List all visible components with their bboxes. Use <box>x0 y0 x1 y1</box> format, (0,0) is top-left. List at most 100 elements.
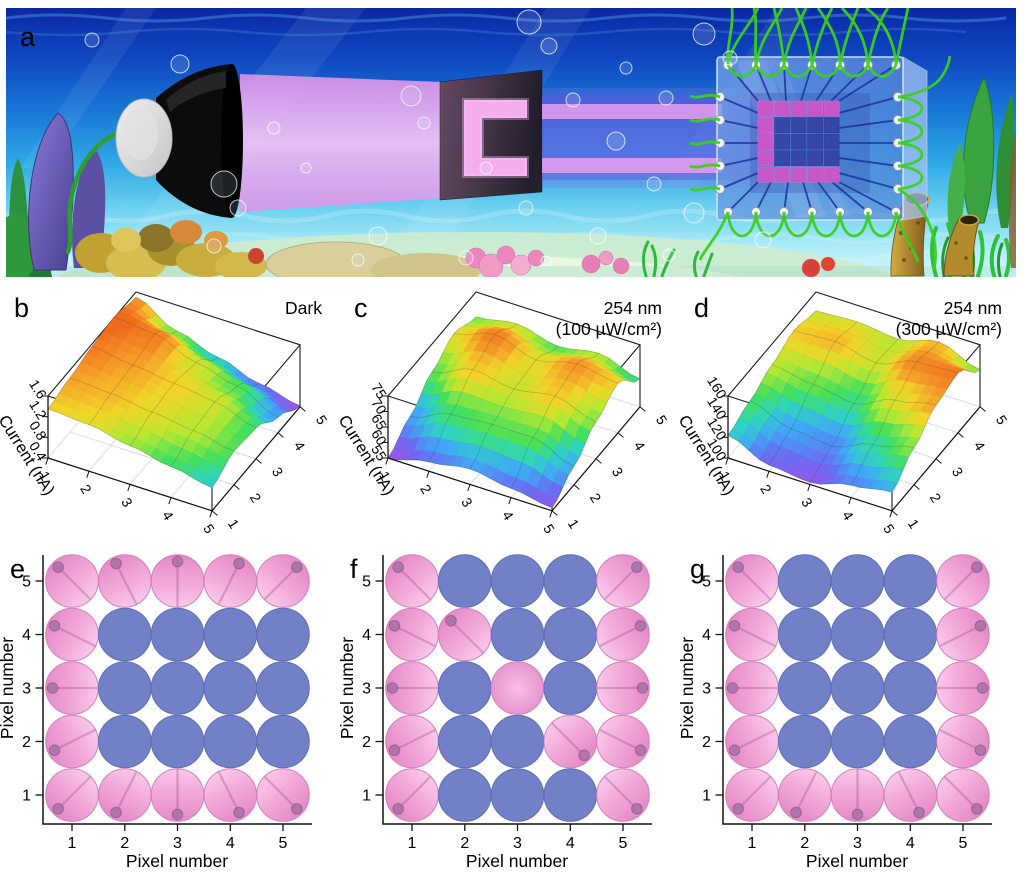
green-wires <box>689 8 952 271</box>
cone-apex-dot <box>634 620 647 632</box>
svg-text:0.8: 0.8 <box>26 418 50 443</box>
surface <box>387 316 641 509</box>
pixel-on-cone <box>596 607 650 662</box>
cone-apex-dot <box>291 561 303 573</box>
cone-apex-dot <box>790 806 802 819</box>
cone-apex-dot <box>732 561 744 573</box>
pixel-off <box>790 133 807 150</box>
pixel-on-cone <box>596 714 650 769</box>
cone-apex-dot <box>851 808 864 821</box>
bubble <box>84 32 100 48</box>
svg-text:5: 5 <box>619 835 628 852</box>
pixel-map-letter-u: 5 4 3 2 1 1 2 3 4 5 Pixel number Pixel number <box>680 554 992 871</box>
pixel-off <box>98 607 152 662</box>
pixel-off <box>543 554 598 608</box>
pixel-off <box>150 661 205 715</box>
svg-text:3: 3 <box>173 835 182 852</box>
bubble <box>683 202 705 224</box>
bubble <box>417 116 431 130</box>
svg-text:1: 1 <box>408 835 417 852</box>
bubble <box>300 162 312 174</box>
pixel-off <box>203 714 258 769</box>
tick-labels: 5 4 3 2 1 1 2 3 4 5 <box>702 574 967 853</box>
pixel-off <box>823 117 840 133</box>
cone-apex-dot <box>634 744 647 756</box>
svg-text:2: 2 <box>800 835 809 852</box>
bubble <box>692 22 716 46</box>
svg-text:4: 4 <box>906 835 915 852</box>
x-axis-label: Pixel number <box>126 851 228 871</box>
axes <box>42 395 306 518</box>
cone-apex-dot <box>48 744 61 756</box>
pixel-off <box>830 554 885 608</box>
cone-apex-dot <box>52 561 64 573</box>
svg-text:5: 5 <box>362 574 371 591</box>
svg-text:160: 160 <box>704 373 730 401</box>
surface <box>727 310 981 493</box>
panel-label-c: c <box>354 293 368 323</box>
pixel-on <box>823 166 840 183</box>
svg-text:70: 70 <box>368 395 390 417</box>
svg-text:75: 75 <box>368 380 390 402</box>
surface-mesh <box>47 296 301 488</box>
pixel-off <box>807 133 823 150</box>
svg-text:2: 2 <box>22 734 31 751</box>
pixel-on <box>757 100 774 117</box>
bubble <box>479 161 493 175</box>
pixel-on <box>757 166 774 183</box>
bubble <box>646 176 662 192</box>
bubble <box>516 9 542 35</box>
pixel-off <box>778 607 832 662</box>
svg-text:1: 1 <box>362 788 371 805</box>
cone-apex-dot <box>291 803 303 815</box>
condition-annotation: 254 nm <box>944 298 1002 318</box>
svg-text:1: 1 <box>68 835 77 852</box>
bubble <box>210 170 238 198</box>
pixel-off <box>150 607 205 662</box>
cone-apex-dot <box>171 555 184 568</box>
svg-text:55: 55 <box>368 442 390 464</box>
panel-label-e: e <box>10 554 26 584</box>
pixel-off <box>438 554 492 608</box>
bubble <box>229 199 247 217</box>
pixel-off <box>778 554 832 608</box>
pixel-off <box>790 117 807 133</box>
cone-apex-dot <box>445 615 457 627</box>
pixel-off <box>203 661 258 715</box>
svg-text:4: 4 <box>839 508 857 523</box>
pixel-on-cone <box>936 714 990 769</box>
pixel-off <box>438 768 492 822</box>
svg-text:3: 3 <box>702 681 711 698</box>
svg-text:3: 3 <box>458 495 476 510</box>
pixel-off <box>807 150 823 166</box>
cone-apex-dot <box>974 744 987 756</box>
pixel-off <box>823 150 840 166</box>
chip-traces <box>719 64 899 213</box>
pixel-on <box>774 166 790 183</box>
svg-text:1.2: 1.2 <box>26 397 50 422</box>
pixel-off <box>883 714 938 769</box>
pixel-off <box>883 607 938 662</box>
condition-annotation: Dark <box>285 298 322 318</box>
pixel-off <box>830 607 885 662</box>
cone-apex-dot <box>913 806 925 819</box>
cone-apex-dot <box>636 682 649 694</box>
svg-text:1.6: 1.6 <box>26 377 50 402</box>
svg-text:5: 5 <box>279 835 288 852</box>
svg-text:2: 2 <box>417 482 435 497</box>
surface <box>47 296 301 488</box>
svg-text:5: 5 <box>880 521 898 536</box>
svg-text:4: 4 <box>22 627 31 644</box>
pixel-on <box>790 166 807 183</box>
pixel-on <box>823 100 840 117</box>
svg-text:2: 2 <box>460 835 469 852</box>
svg-text:4: 4 <box>362 627 371 644</box>
panel-a-underwater-scene: a <box>6 8 1016 277</box>
svg-text:3: 3 <box>269 464 287 479</box>
condition-annotation: 254 nm <box>604 298 662 318</box>
pixel-off <box>543 607 598 662</box>
pixel-off <box>256 607 310 662</box>
cone-apex-dot <box>976 682 989 694</box>
cone-apex-dot <box>171 808 184 821</box>
